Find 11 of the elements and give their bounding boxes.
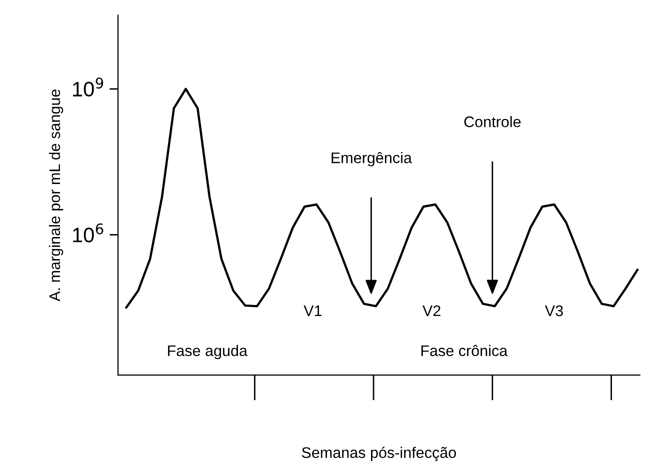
y-tick-label: 10$^{9}$ <box>73 78 104 97</box>
annotation: Fase aguda <box>168 344 248 360</box>
x-axis-title: Semanas pós-infecção <box>302 446 456 462</box>
annotation: Controle <box>464 116 521 128</box>
annotation: Fase crônica <box>421 344 508 356</box>
annotation: V3 <box>544 305 563 316</box>
y-axis-title: A. marginale por mL de sangue <box>48 89 64 302</box>
annotation: V2 <box>422 305 440 316</box>
y-tick-label: 10$^{6}$ <box>73 223 104 242</box>
annotation: V1 <box>304 306 322 316</box>
annotation: Emergência <box>332 152 412 166</box>
